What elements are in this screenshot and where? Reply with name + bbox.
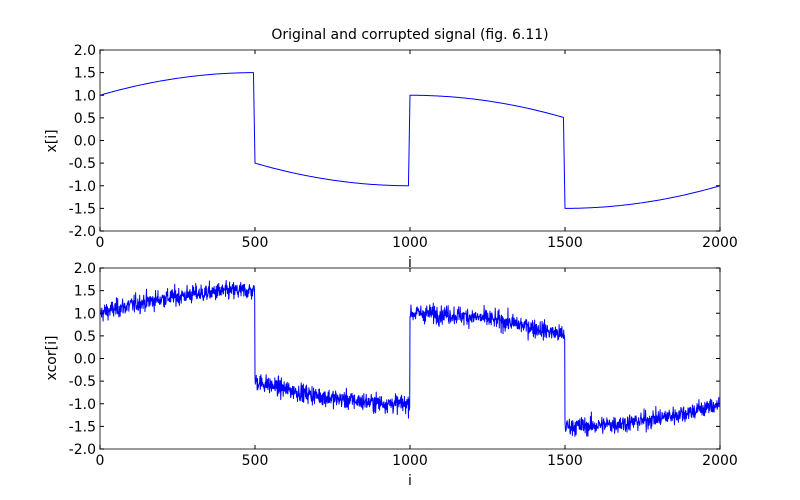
x-tick-label: 2000	[702, 235, 738, 251]
x-tick-label: 1000	[392, 235, 428, 251]
x-tick-label: 0	[96, 453, 105, 469]
y-tick-label: -0.5	[69, 156, 96, 172]
y-tick-label: 1.5	[74, 284, 96, 300]
top-y-axis-label: x[i]	[44, 129, 60, 152]
y-tick-label: 2.0	[74, 261, 96, 277]
y-tick-label: -1.5	[69, 419, 96, 435]
x-tick-label: 1500	[547, 453, 583, 469]
y-tick-label: -2.0	[69, 224, 96, 240]
x-tick-label: 1000	[392, 453, 428, 469]
x-tick-label: 500	[242, 453, 269, 469]
bottom-y-axis-label: xcor[i]	[44, 336, 60, 381]
y-tick-label: 1.5	[74, 66, 96, 82]
x-tick-label: 0	[96, 235, 105, 251]
top-axes: 0 500 1000 1500 2000 2.0 1.5 1.0 0.5 0.0 -0.5 -1.0 -…	[44, 43, 738, 271]
y-tick-label: 1.0	[74, 306, 96, 322]
top-axes-ticks: 0 500 1000 1500 2000 2.0 1.5 1.0 0.5 0.0 -0.5 -1.0 -…	[69, 43, 738, 251]
y-tick-label: -2.0	[69, 442, 96, 458]
y-tick-label: 0.0	[74, 134, 96, 150]
y-tick-label: 0.5	[74, 111, 96, 127]
y-tick-label: -0.5	[69, 374, 96, 390]
figure-title: Original and corrupted signal (fig. 6.11…	[271, 27, 548, 43]
y-tick-label: 0.5	[74, 329, 96, 345]
x-tick-label: 2000	[702, 453, 738, 469]
y-tick-label: 1.0	[74, 88, 96, 104]
y-tick-label: 2.0	[74, 43, 96, 59]
x-tick-label: 500	[242, 235, 269, 251]
y-tick-label: -1.5	[69, 201, 96, 217]
x-tick-label: 1500	[547, 235, 583, 251]
top-x-axis-label: i	[408, 255, 412, 271]
original-signal-line	[99, 72, 721, 209]
y-tick-label: 0.0	[74, 352, 96, 368]
bottom-axes-ticks: 0 500 1000 1500 2000 2.0 1.5 1.0 0.5 0.0 -0.5 -1.0 -…	[69, 261, 738, 469]
y-tick-label: -1.0	[69, 179, 96, 195]
bottom-axes: 0 500 1000 1500 2000 2.0 1.5 1.0 0.5 0.0 -0.5 -1.0 -…	[44, 261, 738, 489]
y-tick-label: -1.0	[69, 397, 96, 413]
corrupted-signal-line	[99, 279, 721, 437]
bottom-x-axis-label: i	[408, 473, 412, 489]
